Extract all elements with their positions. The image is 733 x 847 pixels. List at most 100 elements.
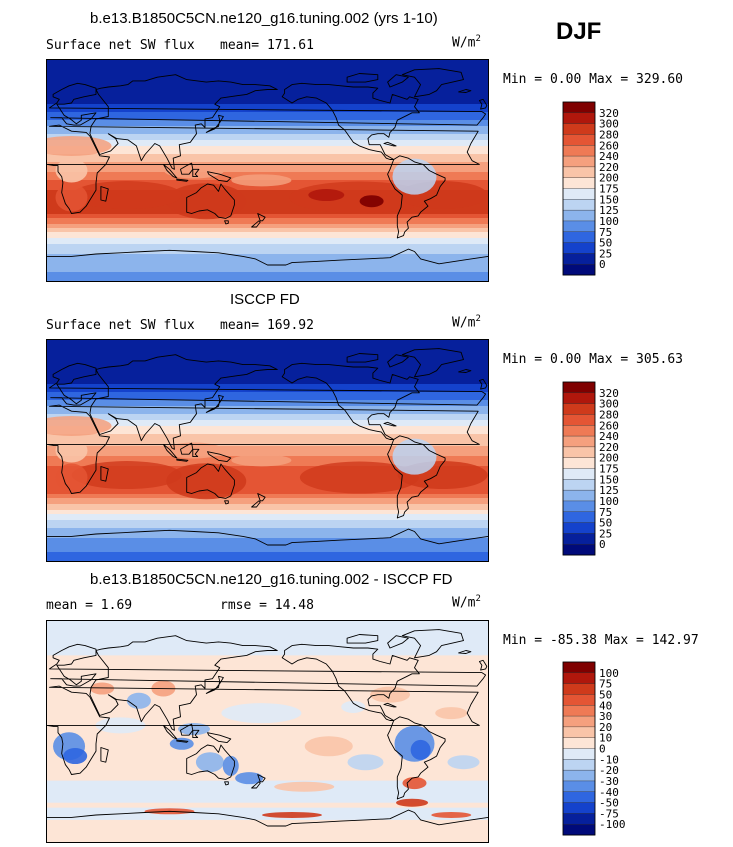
s-indian-high bbox=[71, 461, 182, 490]
zonal-band bbox=[47, 548, 488, 551]
zonal-band bbox=[47, 372, 488, 375]
zonal-band bbox=[47, 522, 488, 525]
panel-3-minmax: Min = -85.38 Max = 142.97 bbox=[503, 633, 699, 648]
coastline bbox=[100, 747, 109, 763]
diff-band bbox=[47, 780, 488, 803]
colorbar-tick-label: 260 bbox=[599, 139, 619, 152]
coastline bbox=[162, 443, 178, 459]
coastline bbox=[47, 124, 480, 214]
zonal-band bbox=[47, 434, 488, 437]
colorbar-swatch bbox=[562, 791, 596, 804]
zonal-band bbox=[47, 192, 488, 195]
zonal-band bbox=[47, 238, 488, 241]
colorbar-swatch bbox=[562, 188, 596, 200]
diff-contour-region bbox=[304, 736, 353, 757]
colorbar-tick-label: 75 bbox=[599, 678, 612, 691]
coastline bbox=[251, 781, 261, 789]
colorbar-tick-label: 240 bbox=[599, 150, 619, 163]
zonal-band bbox=[47, 384, 488, 387]
zonal-band bbox=[47, 116, 488, 119]
colorbar-tick-label: -30 bbox=[599, 775, 619, 788]
zonal-band bbox=[47, 170, 488, 173]
coastline bbox=[383, 141, 397, 147]
colorbar-swatch bbox=[562, 759, 596, 771]
zonal-band bbox=[47, 100, 488, 103]
coastlines bbox=[47, 348, 488, 546]
zonal-band bbox=[47, 258, 488, 261]
colorbar-tick-label: 50 bbox=[599, 237, 612, 250]
colorbar-tick-label: -20 bbox=[599, 764, 619, 777]
colorbar-frame bbox=[562, 381, 596, 556]
zonal-band bbox=[47, 550, 488, 553]
colorbar-swatch bbox=[562, 533, 596, 545]
panel-2-minmax: Min = 0.00 Max = 305.63 bbox=[503, 352, 684, 367]
zonal-band bbox=[47, 198, 488, 201]
coastline bbox=[49, 82, 487, 126]
zonal-band bbox=[47, 188, 488, 191]
zonal-band bbox=[47, 200, 488, 203]
colorbar-tick-label: 125 bbox=[599, 204, 619, 217]
colorbar-tick-label: 100 bbox=[599, 667, 619, 680]
zonal-band bbox=[47, 412, 488, 415]
colorbar-swatch bbox=[562, 802, 596, 814]
coastline bbox=[162, 724, 178, 740]
zonal-band bbox=[47, 112, 488, 115]
sahara bbox=[47, 135, 112, 156]
panel-2-map bbox=[46, 339, 489, 562]
colorbar-tick-label: 25 bbox=[599, 527, 612, 540]
coastline bbox=[162, 163, 178, 179]
colorbar-swatch bbox=[562, 737, 596, 750]
zonal-band bbox=[47, 520, 488, 523]
diff-contour-region bbox=[221, 703, 302, 724]
zonal-band bbox=[47, 424, 488, 427]
spcz bbox=[231, 454, 292, 467]
zonal-band bbox=[47, 126, 488, 129]
zonal-band bbox=[47, 554, 488, 557]
colorbar-tick-label: 200 bbox=[599, 452, 619, 465]
zonal-band bbox=[47, 448, 488, 451]
zonal-band bbox=[47, 392, 488, 395]
colorbar-tick-label: 260 bbox=[599, 419, 619, 432]
colorbar-tick-label: 0 bbox=[599, 258, 606, 271]
zonal-band bbox=[47, 90, 488, 93]
colorbar-swatch bbox=[562, 435, 596, 448]
zonal-band bbox=[47, 506, 488, 509]
zonal-band bbox=[47, 106, 488, 109]
coastline bbox=[251, 220, 261, 228]
colorbar-swatch bbox=[562, 381, 596, 394]
zonal-band bbox=[47, 524, 488, 527]
diff-contour-region bbox=[447, 755, 480, 770]
zonal-band bbox=[47, 196, 488, 199]
zonal-band bbox=[47, 376, 488, 379]
panel-2-title: ISCCP FD bbox=[230, 291, 300, 308]
zonal-band bbox=[47, 532, 488, 535]
zonal-band bbox=[47, 204, 488, 207]
colorbar-frame bbox=[562, 101, 596, 276]
zonal-band bbox=[47, 236, 488, 239]
coastline bbox=[192, 729, 200, 739]
zonal-band bbox=[47, 452, 488, 455]
zonal-band bbox=[47, 388, 488, 391]
colorbar-tick-label: 150 bbox=[599, 193, 619, 206]
coastline bbox=[186, 183, 235, 219]
colorbar-swatch bbox=[562, 414, 596, 426]
coastline bbox=[207, 732, 232, 744]
zonal-band bbox=[47, 68, 488, 71]
zonal-band bbox=[47, 472, 488, 475]
zonal-band bbox=[47, 530, 488, 533]
diff-contour-region bbox=[90, 682, 115, 695]
coastline bbox=[257, 493, 266, 502]
coastline bbox=[100, 186, 109, 202]
colorbar-swatch bbox=[562, 403, 596, 415]
zonal-band bbox=[47, 260, 488, 263]
zonal-band bbox=[47, 168, 488, 171]
colorbar-swatch bbox=[562, 112, 596, 125]
diff-contour-region bbox=[126, 692, 151, 709]
colorbar-swatch bbox=[562, 457, 596, 470]
amazon-clouds bbox=[392, 158, 437, 195]
diff-contour-region bbox=[431, 811, 472, 818]
colorbar-tick-label: -75 bbox=[599, 807, 619, 820]
zonal-band bbox=[47, 528, 488, 531]
